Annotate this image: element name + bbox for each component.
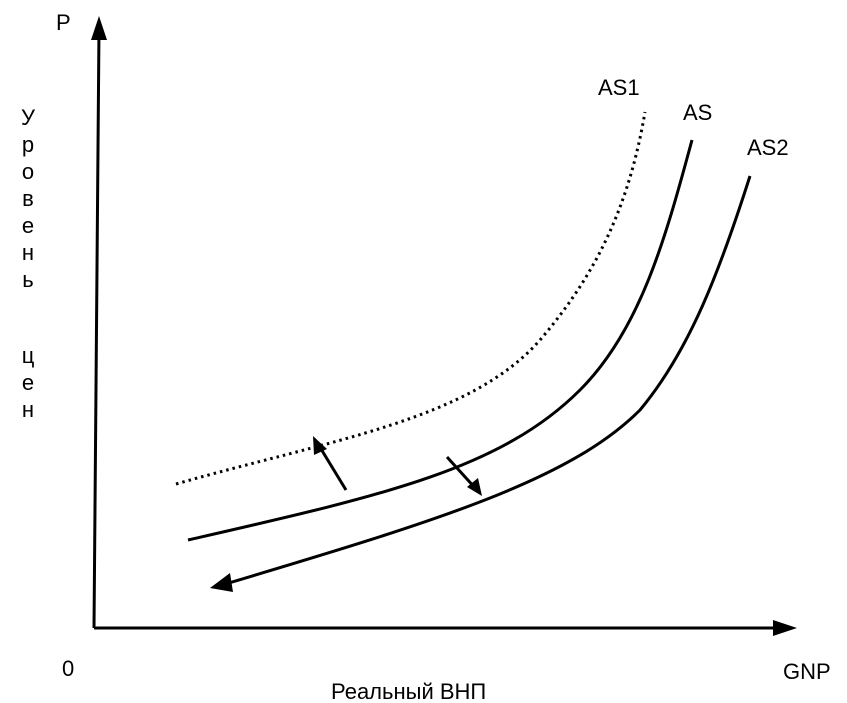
shift-arrow-right-head	[467, 478, 482, 496]
label-as: AS	[683, 100, 712, 125]
y-axis-arrowhead	[91, 16, 107, 40]
curve-as2	[221, 175, 752, 587]
y-title-char: р	[21, 132, 35, 157]
origin-label: 0	[62, 656, 74, 681]
y-axis-name: P	[56, 10, 71, 35]
label-as1: AS1	[598, 75, 640, 100]
shift-arrow-left-head	[313, 436, 327, 455]
x-axis-title: Реальный ВНП	[331, 679, 486, 703]
y-title-char: У	[21, 105, 35, 130]
y-title-char: ь	[22, 267, 34, 292]
y-title-char: н	[21, 240, 35, 265]
curve-as	[187, 139, 694, 542]
y-title-char: н	[21, 397, 35, 422]
curve-as1	[175, 111, 647, 486]
y-title-char: о	[21, 159, 35, 184]
y-title-char: в	[22, 186, 34, 211]
y-title-char: ц	[21, 343, 35, 368]
y-title-char: е	[21, 213, 35, 238]
x-axis-arrowhead	[773, 620, 797, 636]
y-axis-title: У р о в е н ь ц е н	[16, 104, 40, 423]
label-as2: AS2	[747, 135, 789, 160]
as2-arrowhead	[210, 573, 233, 592]
x-axis-name: GNP	[783, 659, 831, 684]
y-title-char: е	[21, 370, 35, 395]
shift-arrow-left	[316, 443, 348, 491]
y-axis	[92, 27, 101, 629]
